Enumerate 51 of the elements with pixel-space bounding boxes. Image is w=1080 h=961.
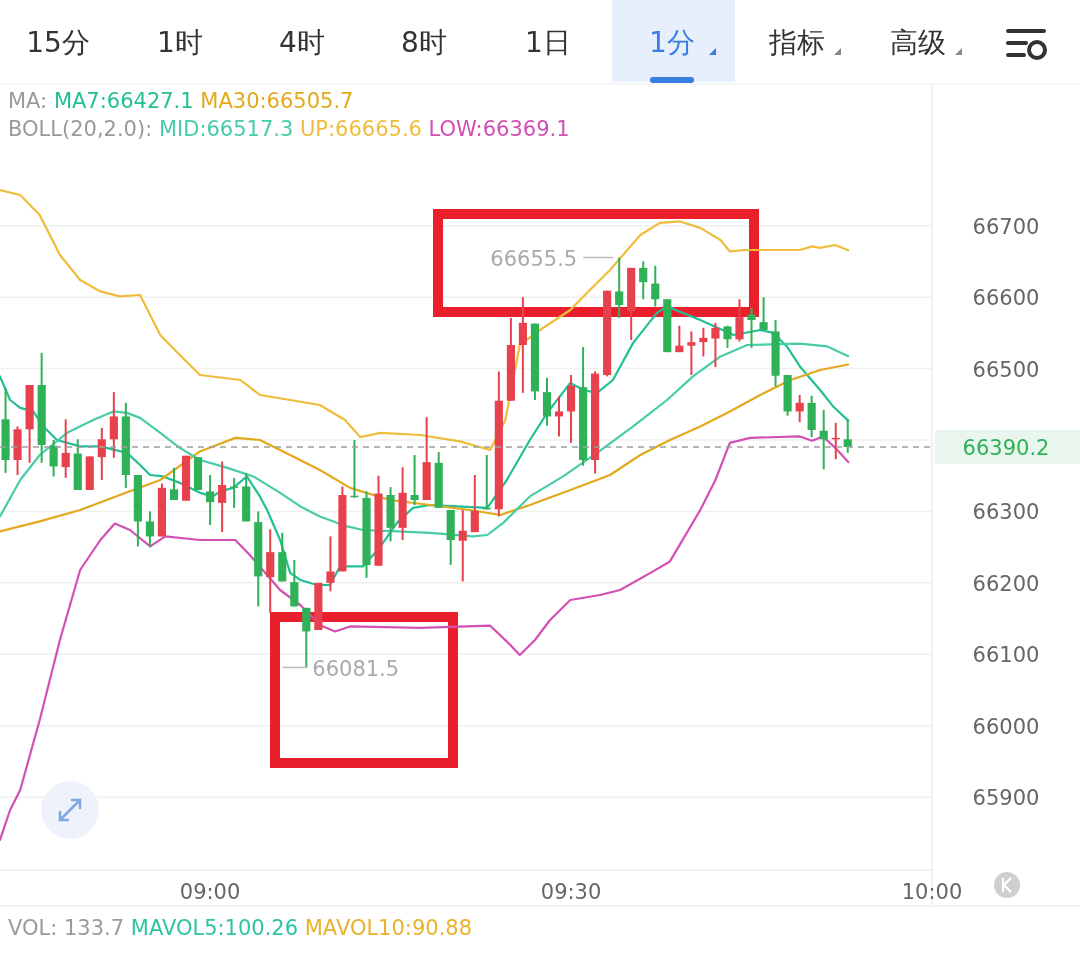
candlestick bbox=[97, 426, 106, 481]
candlestick bbox=[843, 419, 852, 454]
candlestick bbox=[218, 460, 227, 534]
tab-bar: 15分 1时 4时 8时 1日 1分 指标 高级 bbox=[26, 0, 962, 83]
x-tick-label: 09:00 bbox=[179, 880, 241, 904]
y-tick-label: 66200 bbox=[972, 571, 1040, 596]
candlestick bbox=[819, 409, 828, 471]
ref-line-label: 66390.2 bbox=[962, 436, 1050, 460]
y-tick-label: 65900 bbox=[972, 786, 1040, 811]
candlestick bbox=[759, 296, 768, 331]
text: MAVOL10:90.88 bbox=[304, 916, 473, 940]
y-tick-label: 66600 bbox=[972, 286, 1040, 311]
candlestick bbox=[49, 439, 58, 478]
candlestick bbox=[410, 454, 419, 506]
candlestick bbox=[711, 321, 720, 369]
candlestick bbox=[458, 509, 467, 583]
candlestick bbox=[687, 330, 696, 376]
candlestick bbox=[675, 324, 684, 354]
candlestick bbox=[61, 418, 70, 479]
candlestick bbox=[206, 474, 215, 526]
candlestick bbox=[615, 256, 624, 319]
candlestick bbox=[795, 394, 804, 424]
y-tick-label: 66700 bbox=[972, 214, 1040, 239]
candlestick bbox=[735, 298, 744, 343]
candlestick bbox=[651, 264, 660, 308]
y-tick-label: 66500 bbox=[972, 357, 1040, 382]
candlestick bbox=[326, 535, 335, 593]
line-series bbox=[0, 188, 850, 452]
x-tick-label: 09:30 bbox=[540, 880, 602, 904]
candlestick bbox=[554, 395, 564, 438]
candlestick bbox=[747, 306, 756, 349]
y-axis-current-value: 66390.2 bbox=[935, 430, 1080, 464]
candlestick bbox=[302, 606, 311, 669]
candlestick bbox=[109, 391, 118, 459]
candlestick bbox=[145, 510, 155, 549]
y-tick-label: 66300 bbox=[972, 500, 1040, 525]
candlestick bbox=[470, 474, 479, 534]
y-tick-label: 66000 bbox=[972, 714, 1040, 739]
annotation: 66655.5 bbox=[490, 246, 578, 271]
x-tick-label: 10:00 bbox=[901, 880, 963, 904]
text: VOL: 133.7 bbox=[8, 916, 131, 940]
candlestick bbox=[518, 296, 527, 394]
candlestick bbox=[639, 260, 648, 301]
text: MAVOL5:100.26 bbox=[130, 916, 305, 940]
candlestick bbox=[230, 476, 239, 509]
line-series bbox=[0, 305, 850, 587]
legend: MA: MA7:66427.1 MA30:66505.7 BOLL(20,2.0): MID:66517.3 UP:66665.6 LOW:66369.1 bbox=[8, 89, 570, 141]
candlestick bbox=[699, 326, 708, 358]
candlestick bbox=[169, 466, 179, 501]
annotation: 66081.5 bbox=[312, 656, 400, 681]
y-tick-label: 66100 bbox=[972, 643, 1040, 668]
